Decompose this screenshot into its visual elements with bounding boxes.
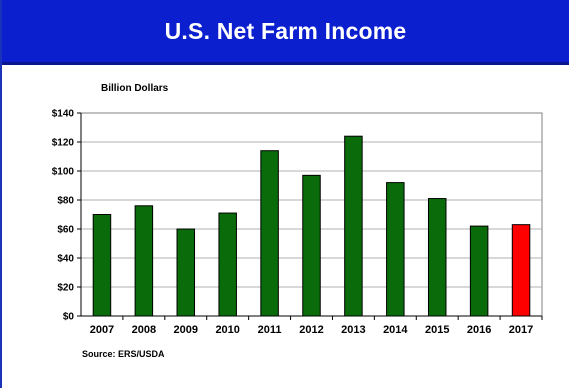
- bar-2009: [176, 228, 196, 317]
- x-tick-label: 2015: [425, 324, 449, 336]
- bar-2007: [92, 214, 112, 317]
- y-tick-label: $0: [63, 312, 75, 323]
- y-tick-label: $140: [52, 109, 75, 120]
- x-tick-label: 2008: [132, 324, 156, 336]
- y-axis-unit-label: Billion Dollars: [101, 83, 169, 94]
- x-tick-label: 2011: [258, 324, 282, 336]
- bar-2014: [386, 182, 405, 317]
- y-tick-label: $60: [57, 225, 74, 236]
- chart-title: U.S. Net Farm Income: [164, 17, 407, 44]
- x-tick-label: 2017: [509, 324, 533, 336]
- x-tick-label: 2010: [215, 324, 239, 336]
- y-tick-label: $100: [52, 167, 75, 178]
- y-tick-label: $80: [57, 196, 74, 207]
- bar-2012: [302, 174, 321, 317]
- bar-2010: [218, 212, 237, 317]
- y-tick-label: $40: [57, 254, 74, 265]
- source-note: Source: ERS/USDA: [82, 349, 165, 359]
- x-tick-label: 2013: [341, 324, 365, 336]
- bar-2015: [427, 198, 447, 317]
- x-tick-label: 2016: [467, 324, 491, 336]
- bar-2011: [260, 150, 279, 317]
- title-banner: U.S. Net Farm Income: [2, 0, 569, 65]
- bar-2017: [511, 224, 531, 317]
- x-tick-label: 2014: [383, 324, 408, 336]
- x-tick-label: 2009: [174, 324, 198, 336]
- bar-2008: [134, 205, 154, 317]
- bar-2013: [344, 135, 363, 317]
- x-tick-label: 2012: [299, 324, 323, 336]
- x-tick-label: 2007: [90, 324, 114, 336]
- y-tick-label: $20: [57, 283, 74, 294]
- bar-2016: [469, 225, 489, 317]
- y-tick-label: $120: [52, 138, 75, 149]
